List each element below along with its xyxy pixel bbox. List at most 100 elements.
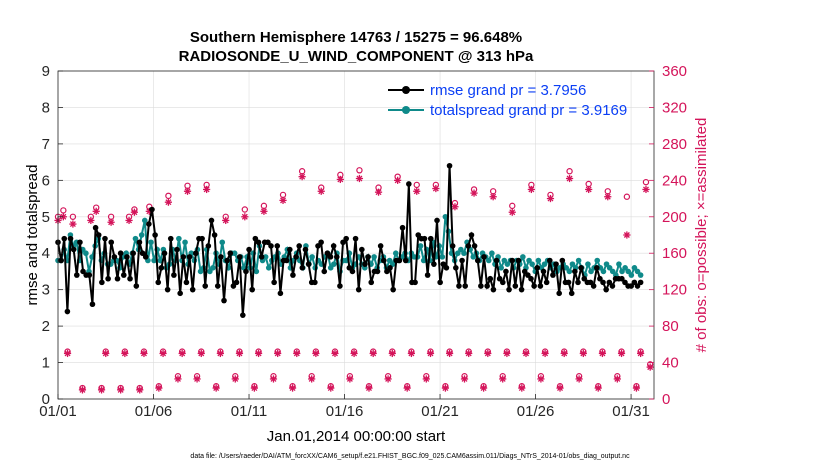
totalspread-point <box>454 250 461 257</box>
obs-assimilated-point <box>336 175 344 184</box>
rmse-point <box>315 243 321 249</box>
totalspread-point <box>619 268 625 275</box>
legend-rmse-marker <box>402 86 410 94</box>
totalspread-point <box>83 250 89 257</box>
obs-assimilated-point <box>69 220 77 228</box>
rmse-point <box>446 162 453 169</box>
rmse-point <box>180 254 187 260</box>
y-tick-label-right: 0 <box>662 391 670 408</box>
y-tick-label-left: 9 <box>42 63 50 80</box>
rmse-point <box>152 232 158 238</box>
totalspread-point <box>442 213 449 220</box>
rmse-point <box>406 181 412 187</box>
totalspread-point <box>327 265 334 271</box>
rmse-point <box>440 261 447 267</box>
totalspread-point <box>393 250 399 257</box>
obs-assimilated-point <box>575 375 583 383</box>
totalspread-point <box>529 261 535 267</box>
obs-assimilated-point <box>107 218 115 226</box>
rmse-point <box>305 261 312 267</box>
rmse-point <box>218 254 224 260</box>
obs-assimilated-point <box>250 384 258 392</box>
rmse-point <box>546 257 553 264</box>
legend-spread-marker <box>402 106 410 114</box>
obs-assimilated-point <box>193 375 201 383</box>
rmse-point <box>236 254 243 260</box>
obs-assimilated-point <box>508 208 516 216</box>
totalspread-point <box>631 265 638 271</box>
rmse-point <box>380 257 387 264</box>
obs-possible-point <box>623 193 631 200</box>
y-tick-label-right: 320 <box>662 99 687 116</box>
y-tick-label-left: 6 <box>42 172 50 189</box>
y-tick-label-left: 5 <box>42 209 50 226</box>
obs-assimilated-point <box>279 196 287 204</box>
rmse-point <box>312 279 318 286</box>
obs-assimilated-point <box>422 375 430 383</box>
obs-assimilated-point <box>388 349 396 358</box>
totalspread-point <box>176 235 182 242</box>
obs-assimilated-point <box>254 349 263 358</box>
totalspread-point <box>197 268 204 275</box>
obs-assimilated-point <box>327 384 335 392</box>
rmse-point <box>343 235 349 242</box>
obs-assimilated-point <box>441 384 449 392</box>
totalspread-point <box>182 239 188 246</box>
rmse-point <box>572 268 578 275</box>
totalspread-point <box>253 268 260 275</box>
x-tick-label: 01/06 <box>135 403 173 420</box>
obs-assimilated-point <box>374 188 383 196</box>
rmse-point <box>346 265 353 271</box>
rmse-point <box>199 235 205 242</box>
rmse-point <box>265 239 271 246</box>
obs-assimilated-point <box>87 216 95 225</box>
obs-assimilated-point <box>451 203 459 211</box>
rmse-point <box>296 243 302 249</box>
rmse-point <box>515 257 522 264</box>
x-tick-label: 01/01 <box>39 403 77 420</box>
y-tick-label-right: 200 <box>662 209 687 226</box>
rmse-point <box>80 268 86 275</box>
totalspread-point <box>498 265 504 271</box>
obs-assimilated-point <box>432 184 440 193</box>
obs-assimilated-point <box>140 349 148 358</box>
totalspread-point <box>231 250 238 257</box>
rmse-point <box>603 286 609 293</box>
totalspread-point <box>600 268 607 275</box>
rmse-point <box>437 279 443 286</box>
rmse-point <box>553 261 559 267</box>
y-tick-label-left: 4 <box>42 245 50 262</box>
obs-assimilated-point <box>78 386 87 394</box>
rmse-point <box>506 286 512 293</box>
totalspread-point <box>439 254 446 260</box>
totalspread-point <box>141 217 148 224</box>
rmse-point <box>240 312 246 318</box>
rmse-point <box>224 257 230 264</box>
rmse-point <box>587 279 594 286</box>
rmse-point <box>227 250 234 257</box>
obs-assimilated-point <box>117 386 125 394</box>
totalspread-point <box>207 268 213 275</box>
obs-assimilated-point <box>102 349 110 358</box>
plot-frame <box>57 70 655 400</box>
rmse-point <box>431 261 437 267</box>
rmse-point <box>158 265 165 271</box>
x-axis: 01/01 01/06 01/11 01/16 01/21 01/26 01/31 <box>39 394 650 420</box>
rmse-point <box>390 286 396 293</box>
rmse-point <box>581 275 588 282</box>
rmse-point <box>327 254 334 260</box>
rmse-point <box>600 279 606 286</box>
totalspread-point <box>637 272 644 278</box>
obs-possible-point <box>356 167 363 174</box>
rmse-point <box>142 254 149 260</box>
rmse-point <box>108 239 115 246</box>
rmse-point <box>286 246 293 253</box>
obs-assimilated-point <box>426 349 435 358</box>
rmse-point <box>509 257 515 264</box>
obs-assimilated-point <box>92 207 100 215</box>
rmse-point <box>622 279 628 286</box>
rmse-point <box>496 275 503 282</box>
obs-assimilated-point <box>365 384 373 392</box>
obs-assimilated-point <box>407 349 415 358</box>
